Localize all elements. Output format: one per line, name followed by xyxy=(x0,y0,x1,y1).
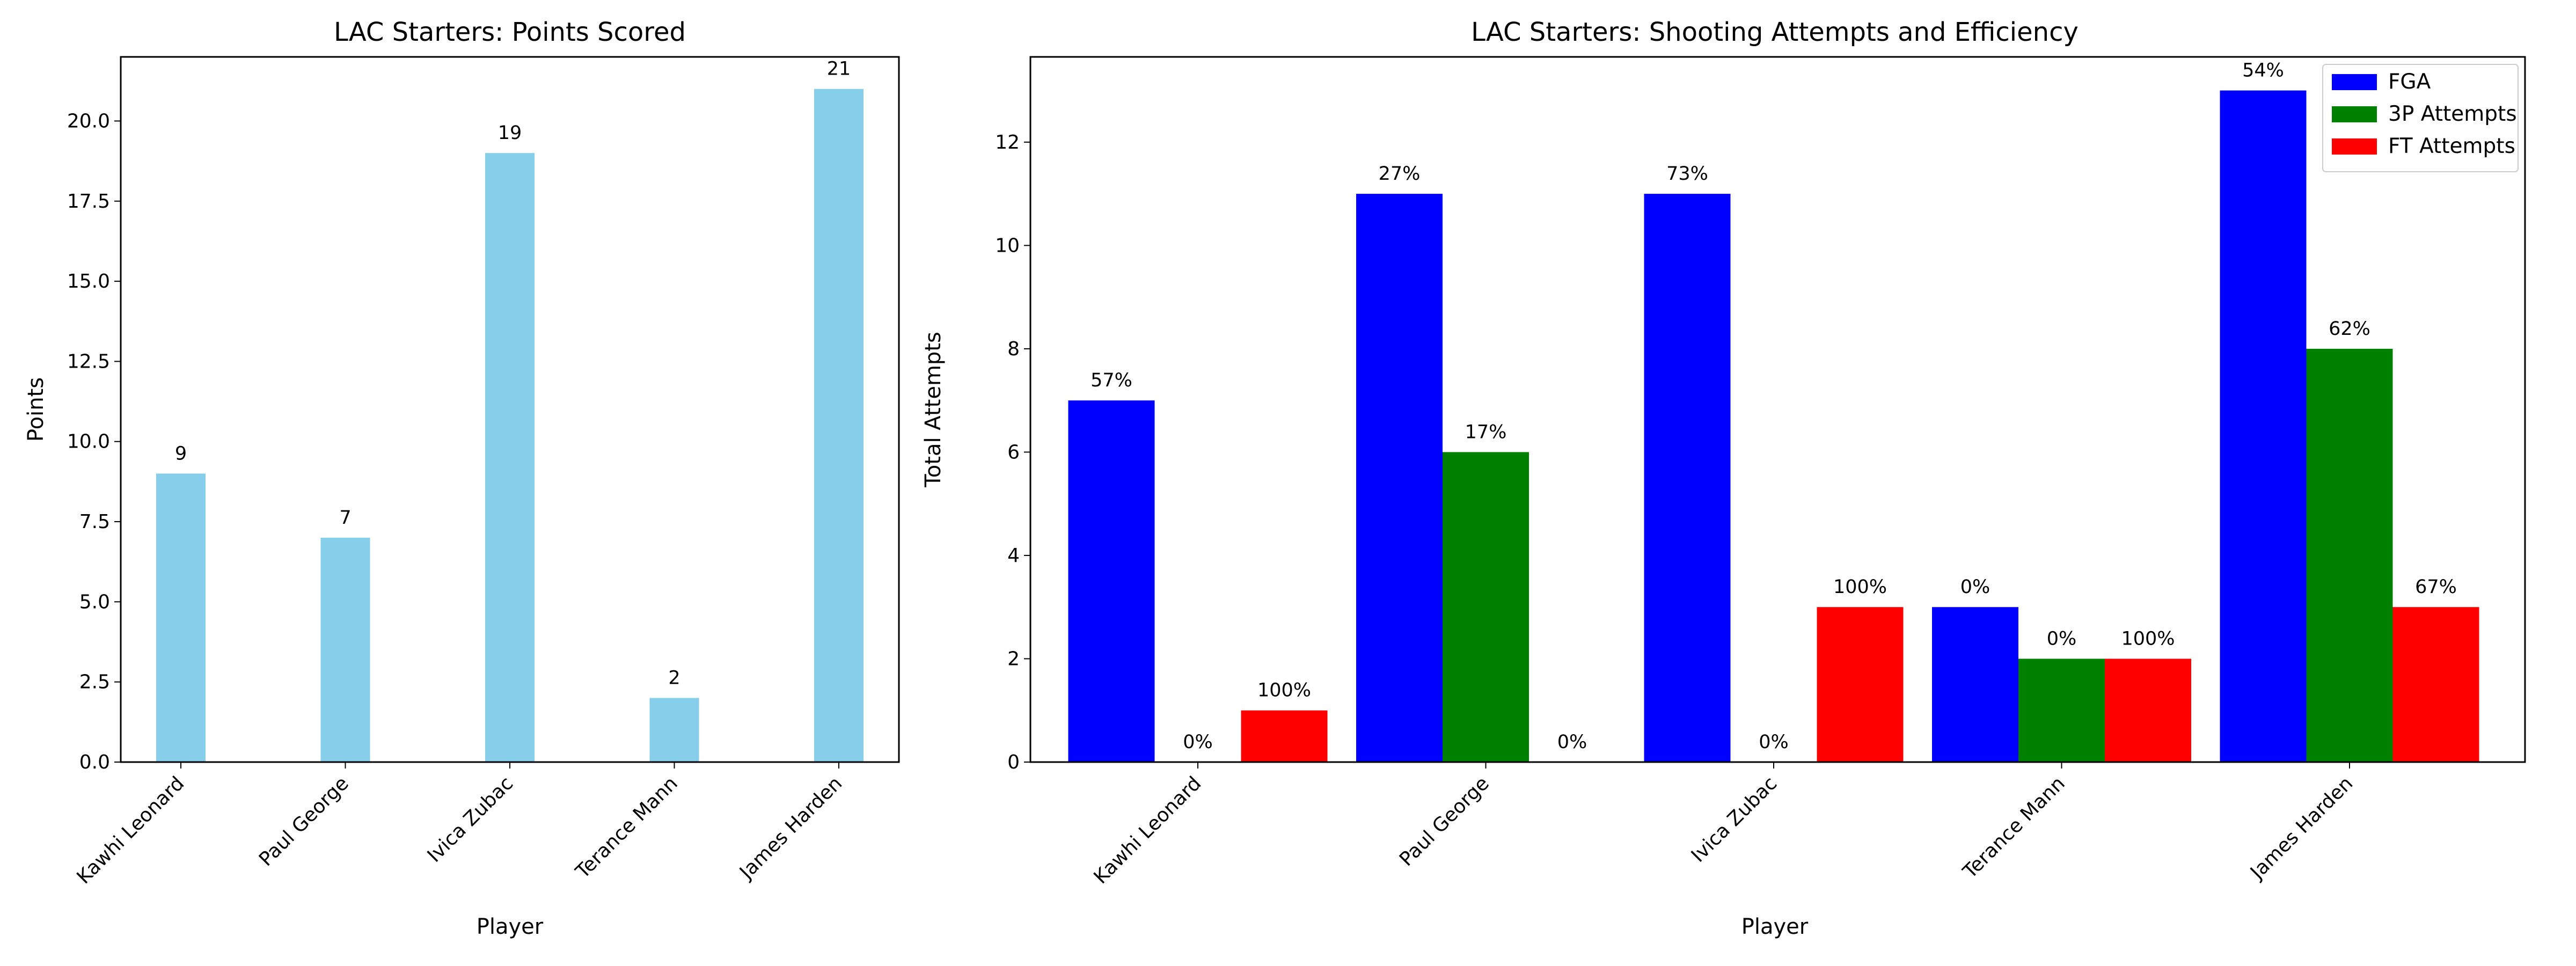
shooting-bar-fga-ivica-zubac xyxy=(1644,194,1731,763)
shooting-chart-title: LAC Starters: Shooting Attempts and Effi… xyxy=(1471,17,2079,47)
points-x-tick-james-harden: James Harden xyxy=(735,772,846,884)
shooting-bar-label-3p-attempts-ivica-zubac: 0% xyxy=(1759,731,1789,753)
shooting-bar-3p-attempts-james-harden xyxy=(2306,348,2393,762)
shooting-y-tick-label: 2 xyxy=(1007,648,1020,670)
shooting-bar-label-3p-attempts-kawhi-leonard: 0% xyxy=(1183,731,1213,753)
shooting-x-tick-kawhi-leonard: Kawhi Leonard xyxy=(1090,772,1206,888)
points-bar-label-kawhi-leonard: 9 xyxy=(175,443,187,464)
shooting-bar-label-fga-terance-mann: 0% xyxy=(1960,576,1990,598)
points-y-tick-label: 5.0 xyxy=(79,591,110,613)
points-bar-ivica-zubac xyxy=(485,153,535,762)
points-bar-label-terance-mann: 2 xyxy=(668,668,680,689)
points-bar-kawhi-leonard xyxy=(156,473,206,762)
shooting-bar-label-fga-james-harden: 54% xyxy=(2242,60,2284,82)
shooting-bar-label-ft-attempts-paul-george: 0% xyxy=(1557,731,1587,753)
shooting-y-tick-label: 12 xyxy=(995,131,1020,153)
points-bar-label-james-harden: 21 xyxy=(827,58,851,80)
shooting-plot-frame xyxy=(1029,56,2526,763)
points-bar-labels: 9 7 19 2 21 xyxy=(175,58,851,689)
shooting-bar-3p-attempts-terance-mann xyxy=(2018,658,2105,762)
points-y-tick-label: 17.5 xyxy=(67,191,110,213)
shooting-x-axis-label: Player xyxy=(1741,914,1809,939)
points-x-axis-label: Player xyxy=(477,914,544,939)
shooting-bar-ft-attempts-terance-mann xyxy=(2105,658,2191,762)
points-bars xyxy=(156,89,863,762)
shooting-bar-labels: 57% 0% 100% 27% 17% 0% 73% 0% 100% 0% 0% 100% 54% 62%… xyxy=(1091,60,2457,753)
points-y-tick-label: 20.0 xyxy=(67,110,110,132)
points-x-ticks: Kawhi Leonard Paul George Ivica Zubac Teran… xyxy=(73,762,846,888)
shooting-x-ticks: Kawhi Leonard Paul George Ivica Zubac Teran… xyxy=(1090,762,2357,888)
shooting-bar-fga-terance-mann xyxy=(1932,607,2018,762)
shooting-y-tick-label: 4 xyxy=(1007,545,1020,567)
shooting-x-tick-james-harden: James Harden xyxy=(2245,772,2357,884)
shooting-y-tick-label: 0 xyxy=(1007,751,1020,773)
points-y-tick-label: 10.0 xyxy=(67,431,110,453)
shooting-bar-label-ft-attempts-kawhi-leonard: 100% xyxy=(1257,680,1311,701)
legend-label-ft-attempts: FT Attempts xyxy=(2388,134,2515,158)
shooting-bar-label-3p-attempts-james-harden: 62% xyxy=(2329,318,2370,340)
shooting-bar-label-fga-ivica-zubac: 73% xyxy=(1666,163,1708,185)
shooting-chart: LAC Starters: Shooting Attempts and Effi… xyxy=(921,17,2526,939)
legend-swatch-3p-attempts xyxy=(2332,106,2377,122)
legend-swatch-fga xyxy=(2332,74,2377,90)
shooting-y-tick-label: 6 xyxy=(1007,441,1020,463)
points-bar-label-paul-george: 7 xyxy=(339,507,351,529)
shooting-bar-ft-attempts-ivica-zubac xyxy=(1817,607,1904,762)
points-bar-terance-mann xyxy=(649,698,699,762)
points-y-tick-label: 7.5 xyxy=(79,511,110,533)
shooting-bar-ft-attempts-kawhi-leonard xyxy=(1241,710,1328,762)
points-y-tick-label: 12.5 xyxy=(67,350,110,372)
points-y-tick-label: 15.0 xyxy=(67,270,110,292)
legend-swatch-ft-attempts xyxy=(2332,138,2377,155)
shooting-bar-label-ft-attempts-ivica-zubac: 100% xyxy=(1833,576,1887,598)
shooting-bar-fga-paul-george xyxy=(1356,194,1443,763)
shooting-x-tick-paul-george: Paul George xyxy=(1395,772,1494,870)
points-x-tick-kawhi-leonard: Kawhi Leonard xyxy=(73,772,189,888)
shooting-y-tick-label: 8 xyxy=(1007,338,1020,360)
points-chart-title: LAC Starters: Points Scored xyxy=(334,17,686,47)
points-x-tick-terance-mann: Terance Mann xyxy=(571,772,682,883)
shooting-bar-label-fga-paul-george: 27% xyxy=(1379,163,1421,185)
shooting-y-ticks: 0 2 4 6 8 10 12 xyxy=(995,131,1030,773)
shooting-bar-label-ft-attempts-terance-mann: 100% xyxy=(2121,628,2175,649)
shooting-legend: FGA 3P Attempts FT Attempts xyxy=(2322,64,2519,172)
shooting-y-axis-label: Total Attempts xyxy=(921,332,946,488)
shooting-y-tick-label: 10 xyxy=(995,235,1020,257)
shooting-bars xyxy=(1068,90,2479,763)
shooting-bar-3p-attempts-paul-george xyxy=(1443,452,1529,762)
shooting-bar-label-fga-kawhi-leonard: 57% xyxy=(1091,370,1132,391)
points-y-axis-label: Points xyxy=(24,377,48,442)
points-bar-james-harden xyxy=(814,89,863,762)
shooting-bar-ft-attempts-james-harden xyxy=(2392,607,2479,762)
points-bar-paul-george xyxy=(320,537,370,762)
points-chart: LAC Starters: Points Scored 9 7 19 2 21 0.0 2… xyxy=(24,17,900,939)
legend-label-3p-attempts: 3P Attempts xyxy=(2388,102,2517,126)
legend-label-fga: FGA xyxy=(2388,70,2431,94)
points-x-tick-paul-george: Paul George xyxy=(255,772,353,870)
shooting-bar-fga-james-harden xyxy=(2220,90,2307,763)
shooting-x-tick-ivica-zubac: Ivica Zubac xyxy=(1687,772,1782,867)
points-y-ticks: 0.0 2.5 5.0 7.5 10.0 12.5 15.0 17.5 20.0 xyxy=(67,110,121,773)
shooting-x-tick-terance-mann: Terance Mann xyxy=(1958,772,2069,883)
points-y-tick-label: 2.5 xyxy=(79,671,110,693)
points-bar-label-ivica-zubac: 19 xyxy=(498,122,522,144)
shooting-bar-label-3p-attempts-paul-george: 17% xyxy=(1465,421,1507,443)
points-y-tick-label: 0.0 xyxy=(79,751,110,773)
shooting-bar-fga-kawhi-leonard xyxy=(1068,400,1155,762)
shooting-bar-label-3p-attempts-terance-mann: 0% xyxy=(2047,628,2077,649)
shooting-bar-label-ft-attempts-james-harden: 67% xyxy=(2415,576,2457,598)
points-x-tick-ivica-zubac: Ivica Zubac xyxy=(423,772,518,867)
